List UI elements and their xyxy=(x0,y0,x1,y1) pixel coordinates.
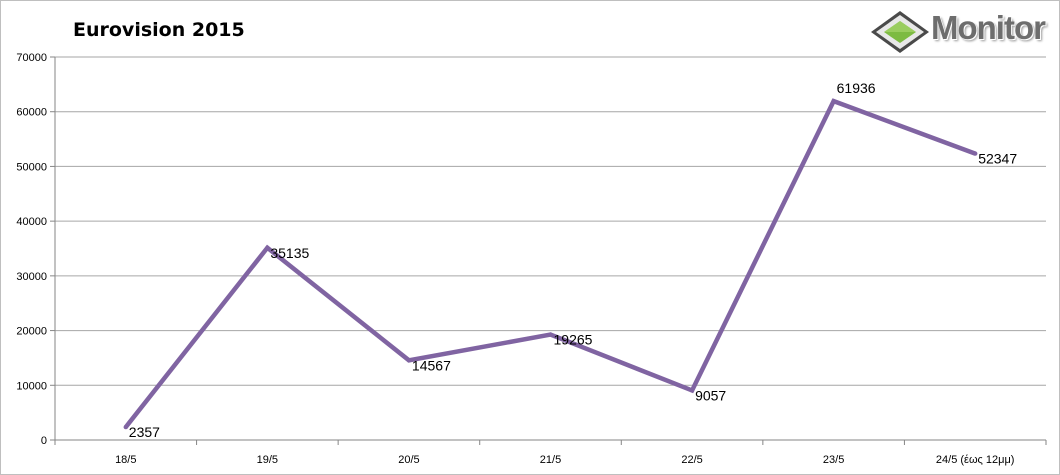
data-point xyxy=(548,332,553,337)
data-label: 9057 xyxy=(695,387,726,403)
data-label: 35135 xyxy=(270,245,309,261)
data-point xyxy=(123,424,128,430)
y-tick-label: 20000 xyxy=(16,326,47,338)
data-point xyxy=(973,151,978,156)
x-tick-label: 23/5 xyxy=(823,454,844,466)
data-label: 61936 xyxy=(837,80,876,96)
y-tick-label: 70000 xyxy=(16,52,47,64)
x-tick-label: 21/5 xyxy=(540,454,561,466)
data-point xyxy=(689,388,695,393)
y-tick-label: 40000 xyxy=(16,216,47,228)
data-label: 14567 xyxy=(412,357,451,373)
logo-diamond-icon xyxy=(871,11,929,53)
data-point xyxy=(406,358,412,363)
y-tick-label: 30000 xyxy=(16,271,47,283)
chart-title: Eurovision 2015 xyxy=(73,19,245,41)
data-label: 2357 xyxy=(129,424,160,440)
x-tick-label: 18/5 xyxy=(115,454,136,466)
data-point xyxy=(265,245,270,250)
x-tick-label: 20/5 xyxy=(398,454,419,466)
y-tick-label: 60000 xyxy=(16,107,47,119)
logo-text: Monitor xyxy=(931,9,1046,46)
y-tick-label: 10000 xyxy=(16,380,47,392)
data-point xyxy=(831,98,836,104)
x-tick-label: 19/5 xyxy=(257,454,278,466)
y-tick-label: 50000 xyxy=(16,161,47,173)
x-tick-label: 22/5 xyxy=(681,454,702,466)
y-tick-label: 0 xyxy=(41,435,47,447)
x-tick-label: 24/5 (έως 12μμ) xyxy=(936,454,1015,466)
series-line xyxy=(124,98,976,429)
monitor-logo: Monitor xyxy=(865,7,1055,57)
data-label: 19265 xyxy=(554,332,593,348)
data-label: 52347 xyxy=(978,151,1017,167)
